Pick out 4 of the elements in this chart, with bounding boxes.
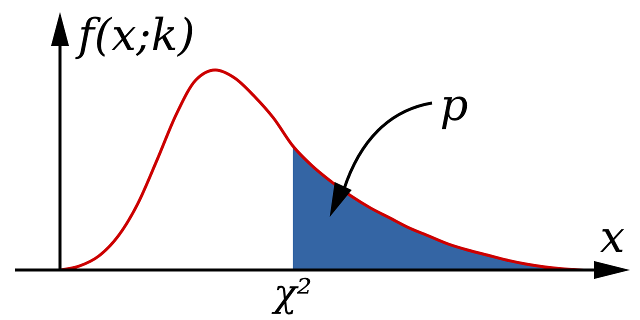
x-axis-title: x — [600, 212, 625, 263]
annotation: p — [440, 80, 468, 131]
text: χ² — [270, 271, 312, 315]
y-axis-title: f(x;k) — [75, 10, 195, 61]
